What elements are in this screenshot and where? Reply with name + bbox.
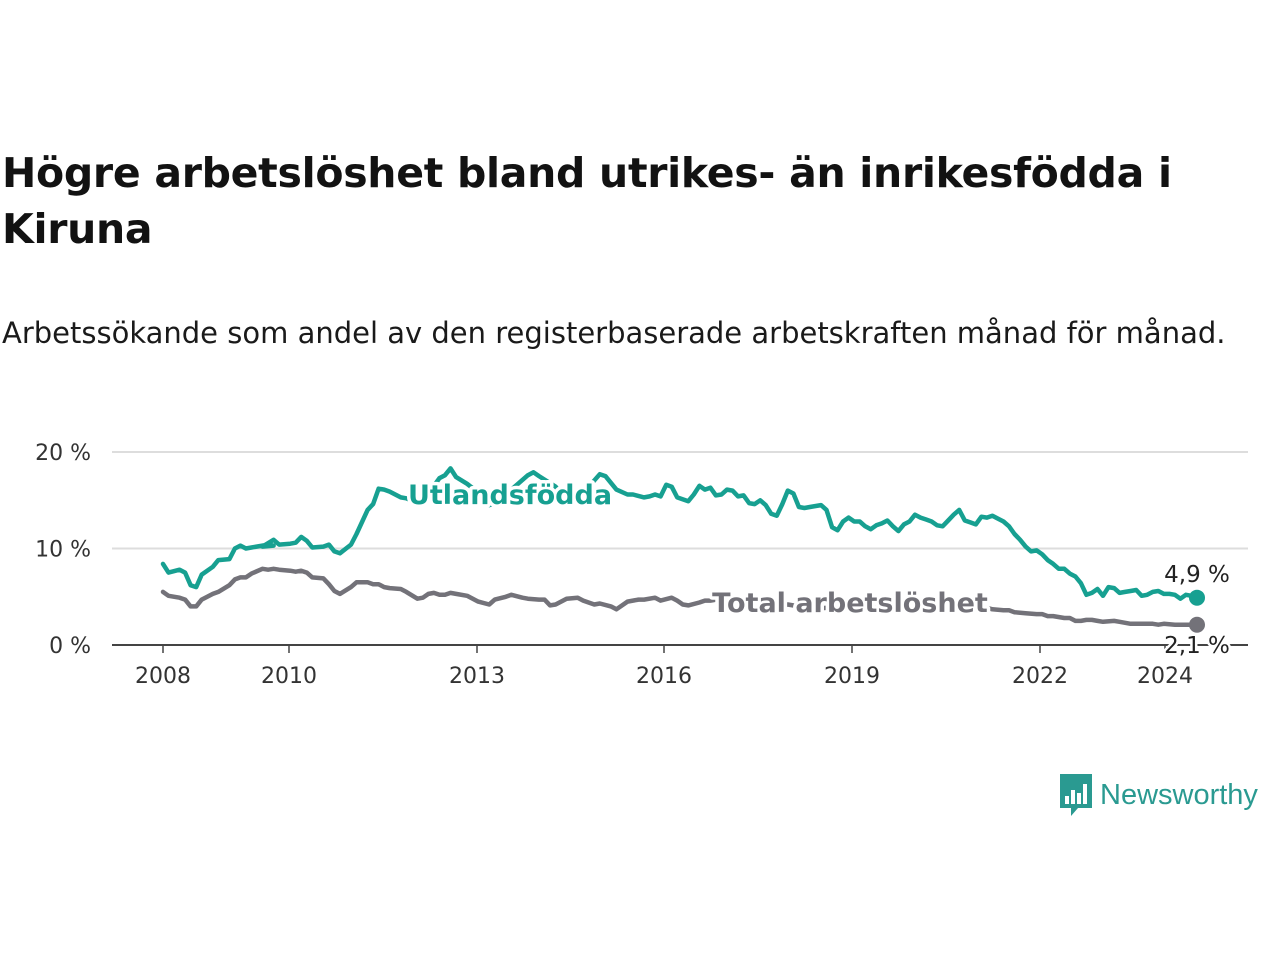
series-line-total [160,566,1200,627]
series-end-point [1189,589,1205,606]
x-tick-label: 2016 [636,664,692,689]
series-end-point [1189,616,1205,633]
x-tick-label: 2022 [1012,664,1068,689]
line-chart: 0 % 10 % 20 % 2008 2010 2013 2016 2019 2022 2024… [35,441,1248,689]
chart-subtitle: Arbetssökande som andel av den registerb… [2,316,1226,350]
series-label: Total arbetslöshet [712,588,988,619]
x-tick-label: 2008 [135,664,191,689]
series-lines [160,466,1205,633]
chart-title: Högre arbetslöshet bland utrikes- än inr… [2,149,1172,253]
series-labels: Utlandsfödda Total arbetslöshet 4,9 % 2,1 % [404,477,1232,662]
x-tick-label: 2024 [1137,664,1193,689]
x-tick-label: 2013 [449,664,505,689]
series-end-label: 2,1 % [1164,633,1230,659]
series-end-label: 4,9 % [1164,562,1230,588]
x-tick-label: 2010 [261,664,317,689]
y-tick-label: 20 % [35,441,91,466]
series-line-utlandsfodda [160,466,1200,601]
newsworthy-logo: Newsworthy [1058,772,1258,818]
y-tick-label: 0 % [49,634,91,659]
newsworthy-icon [1060,774,1092,816]
y-axis-ticks: 0 % 10 % 20 % [35,441,91,659]
series-label: Utlandsfödda [408,480,612,511]
x-axis-ticks: 2008 2010 2013 2016 2019 2022 2024 [135,645,1193,689]
brand-name: Newsworthy [1100,778,1258,811]
grid [112,451,1248,646]
x-tick-label: 2019 [824,664,880,689]
y-tick-label: 10 % [35,538,91,563]
